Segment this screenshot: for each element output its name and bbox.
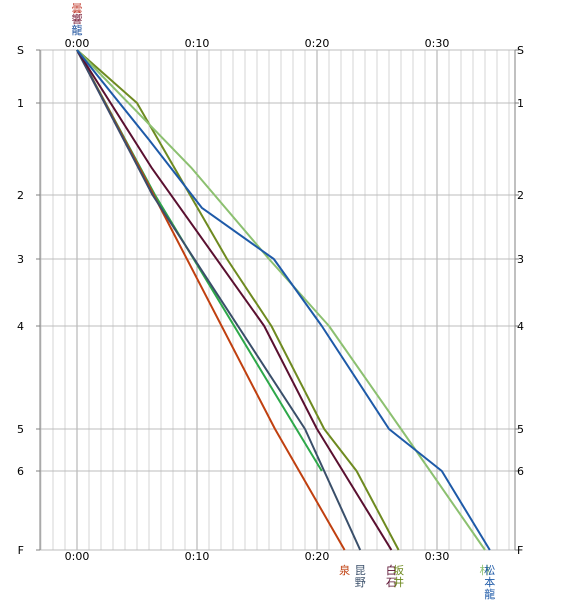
finish-label: 松 <box>484 563 495 577</box>
series-line <box>76 49 323 472</box>
finish-label: 坂 <box>393 564 404 577</box>
finish-label: 林 <box>480 563 491 577</box>
x-tick-label: 0:10 <box>185 550 210 563</box>
series-line <box>76 49 362 551</box>
y-tick-label: F <box>517 544 523 557</box>
start-label: 龍 <box>72 23 83 37</box>
y-tick-label: 1 <box>517 97 524 110</box>
series-lines <box>76 49 491 551</box>
y-tick-label: 3 <box>517 253 524 266</box>
finish-labels: 泉昆野 白石坂井 林松本龍 <box>339 563 495 600</box>
y-tick-label: 4 <box>517 320 524 333</box>
x-tick-label: 0:30 <box>425 550 450 563</box>
finish-label: 野 <box>355 576 366 589</box>
y-tick-label: F <box>18 544 24 557</box>
y-tick-label: 5 <box>17 423 24 436</box>
y-axis-right-ticks: S 1 2 3 4 5 6 F <box>517 44 524 557</box>
start-label: 響 <box>72 12 83 26</box>
plot-frame <box>36 49 519 551</box>
finish-label: 龍 <box>484 587 495 600</box>
y-tick-label: 3 <box>17 253 24 266</box>
y-tick-label: 6 <box>17 465 24 478</box>
minor-grid <box>40 50 510 550</box>
finish-label: 昆 <box>355 564 366 577</box>
x-tick-label: 0:10 <box>185 37 210 50</box>
y-tick-label: 4 <box>17 320 24 333</box>
x-tick-label: 0:20 <box>305 550 330 563</box>
finish-label: 白 <box>386 563 397 577</box>
y-tick-label: 2 <box>17 189 24 202</box>
series-line <box>76 49 400 551</box>
x-tick-label: 0:30 <box>425 37 450 50</box>
x-tick-label: 0:00 <box>65 37 90 50</box>
finish-label: 井 <box>393 575 404 589</box>
finish-label: 本 <box>484 575 495 589</box>
y-tick-label: S <box>517 44 524 57</box>
y-tick-label: S <box>17 44 24 57</box>
series-line <box>76 49 491 551</box>
start-label: 曇 <box>72 2 83 15</box>
y-tick-label: 1 <box>17 97 24 110</box>
x-axis-bottom-ticks: 0:00 0:10 0:20 0:30 <box>65 550 450 563</box>
start-labels: 曇響龍 <box>72 2 83 37</box>
y-tick-label: 5 <box>517 423 524 436</box>
y-tick-label: 2 <box>517 189 524 202</box>
series-line <box>76 49 393 551</box>
y-axis-left-ticks: S 1 2 3 4 5 6 F <box>17 44 24 557</box>
x-axis-top-ticks: 0:00 0:10 0:20 0:30 <box>65 37 450 50</box>
y-tick-label: 6 <box>517 465 524 478</box>
finish-label: 泉 <box>339 563 350 577</box>
x-tick-label: 0:20 <box>305 37 330 50</box>
finish-label: 石 <box>386 576 397 589</box>
x-tick-label: 0:00 <box>65 550 90 563</box>
